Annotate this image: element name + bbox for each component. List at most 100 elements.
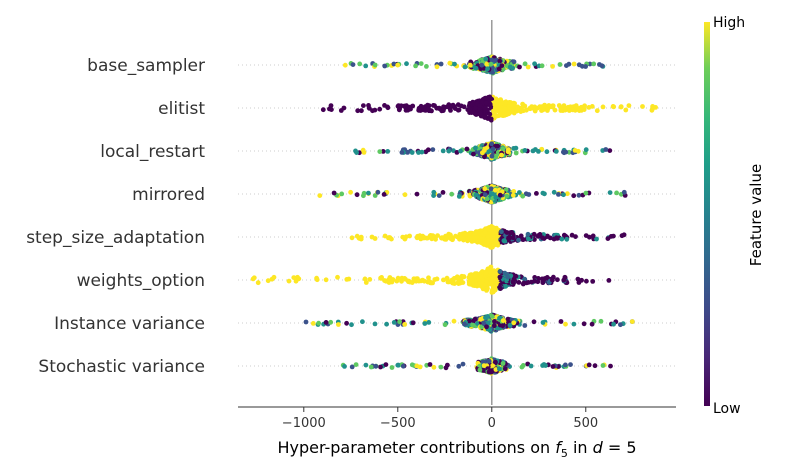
data-point <box>380 149 386 154</box>
data-point <box>495 102 501 108</box>
data-point <box>507 322 513 328</box>
data-point <box>565 191 570 197</box>
data-point <box>349 235 355 241</box>
data-point <box>481 363 487 368</box>
data-point <box>562 107 568 113</box>
data-point <box>500 146 506 152</box>
x-tick-label: 0 <box>488 416 496 431</box>
data-point <box>493 195 499 200</box>
data-point <box>598 318 604 324</box>
data-point <box>607 190 613 196</box>
data-point <box>515 104 521 110</box>
data-point <box>532 108 538 114</box>
data-point <box>457 236 462 242</box>
data-point <box>516 280 522 285</box>
data-point <box>561 103 567 108</box>
data-point <box>486 266 492 271</box>
data-point <box>488 369 494 375</box>
data-point <box>424 64 429 69</box>
data-point <box>506 100 512 105</box>
data-point <box>396 107 402 113</box>
data-point <box>618 322 623 328</box>
data-point <box>483 270 489 276</box>
data-point <box>571 193 577 199</box>
data-point <box>381 192 387 197</box>
data-point <box>467 106 473 112</box>
data-point <box>475 229 481 235</box>
data-point <box>403 234 409 240</box>
data-point <box>443 365 449 371</box>
data-point <box>456 363 462 369</box>
data-point <box>558 319 564 324</box>
data-point <box>500 113 506 118</box>
data-point <box>510 192 516 198</box>
data-point <box>336 322 341 327</box>
data-point <box>492 187 498 193</box>
data-point <box>498 98 504 103</box>
data-point <box>456 194 462 199</box>
data-point <box>425 106 431 112</box>
data-point <box>491 270 497 276</box>
data-point <box>484 196 490 202</box>
data-point <box>502 106 508 112</box>
data-point <box>425 147 431 153</box>
data-point <box>348 189 353 195</box>
colorbar-high-label: High <box>713 15 745 31</box>
data-point <box>452 281 457 286</box>
data-point <box>490 146 496 152</box>
data-point <box>500 361 506 366</box>
data-point <box>517 64 522 70</box>
data-point <box>427 362 433 367</box>
data-point <box>491 287 497 293</box>
data-point <box>583 190 589 196</box>
data-point <box>407 279 413 285</box>
data-point <box>516 237 521 243</box>
data-point <box>511 320 517 326</box>
data-point <box>484 324 489 330</box>
data-point <box>522 61 528 67</box>
data-point <box>418 236 424 242</box>
data-point <box>575 148 581 154</box>
data-point <box>457 232 463 237</box>
data-point <box>390 277 396 282</box>
data-point <box>626 103 632 108</box>
data-point <box>383 362 389 367</box>
data-point <box>372 62 378 68</box>
data-point <box>493 230 499 236</box>
data-point <box>377 149 383 155</box>
data-point <box>510 108 516 114</box>
data-point <box>382 63 388 69</box>
data-point <box>536 149 541 154</box>
data-point <box>328 103 334 108</box>
data-point <box>444 275 450 281</box>
data-point <box>522 148 528 153</box>
x-axis: −1000 −500 0 500 <box>238 406 676 431</box>
data-point <box>404 61 409 67</box>
data-point <box>485 286 490 291</box>
data-point <box>379 275 384 280</box>
data-point <box>458 103 464 109</box>
data-point <box>522 103 528 109</box>
data-point <box>251 275 257 281</box>
data-point <box>550 277 555 283</box>
data-point <box>323 277 329 283</box>
data-point <box>487 281 493 287</box>
data-point <box>479 62 485 68</box>
data-point <box>571 321 577 327</box>
data-point <box>362 276 368 282</box>
data-point <box>581 321 587 327</box>
data-point <box>545 108 550 113</box>
data-point <box>463 231 468 237</box>
feature-label: weights_option <box>77 271 205 291</box>
data-point <box>578 104 584 110</box>
data-point <box>496 66 502 72</box>
data-point <box>576 192 582 198</box>
data-point <box>477 367 483 373</box>
data-point <box>497 192 503 198</box>
data-point <box>360 319 365 325</box>
feature-label: elitist <box>158 99 205 119</box>
data-point <box>491 323 497 329</box>
data-point <box>430 147 436 153</box>
data-point <box>517 190 522 195</box>
data-point <box>397 319 402 325</box>
